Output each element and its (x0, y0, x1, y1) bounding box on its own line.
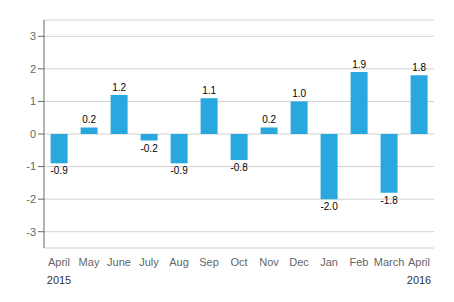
svg-text:1.2: 1.2 (112, 82, 126, 93)
svg-text:May: May (79, 256, 100, 268)
svg-text:-2.0: -2.0 (320, 201, 338, 212)
svg-text:-0.9: -0.9 (170, 165, 188, 176)
svg-text:Oct: Oct (230, 256, 247, 268)
svg-text:2015: 2015 (47, 274, 71, 286)
svg-text:-0.8: -0.8 (230, 162, 248, 173)
svg-text:-2: -2 (26, 193, 36, 205)
svg-text:1.0: 1.0 (292, 88, 306, 99)
svg-text:Jan: Jan (320, 256, 338, 268)
svg-text:Nov: Nov (259, 256, 279, 268)
svg-text:July: July (139, 256, 159, 268)
svg-text:Feb: Feb (350, 256, 369, 268)
svg-text:0.2: 0.2 (82, 114, 96, 125)
svg-text:Sep: Sep (199, 256, 219, 268)
svg-text:Aug: Aug (169, 256, 189, 268)
svg-text:3: 3 (30, 30, 36, 42)
svg-text:1.9: 1.9 (352, 59, 366, 70)
svg-text:0.2: 0.2 (262, 114, 276, 125)
svg-text:April: April (48, 256, 70, 268)
svg-text:March: March (374, 256, 405, 268)
svg-text:1: 1 (30, 95, 36, 107)
svg-text:0: 0 (30, 128, 36, 140)
svg-text:Dec: Dec (289, 256, 309, 268)
svg-text:-3: -3 (26, 226, 36, 238)
svg-text:-0.2: -0.2 (140, 143, 158, 154)
svg-text:June: June (107, 256, 131, 268)
svg-text:-1.8: -1.8 (380, 195, 398, 206)
svg-text:2016: 2016 (407, 274, 431, 286)
svg-text:-1: -1 (26, 160, 36, 172)
svg-text:1.8: 1.8 (412, 62, 426, 73)
svg-text:April: April (408, 256, 430, 268)
svg-text:-0.9: -0.9 (50, 165, 68, 176)
svg-text:2: 2 (30, 63, 36, 75)
svg-text:1.1: 1.1 (202, 85, 216, 96)
